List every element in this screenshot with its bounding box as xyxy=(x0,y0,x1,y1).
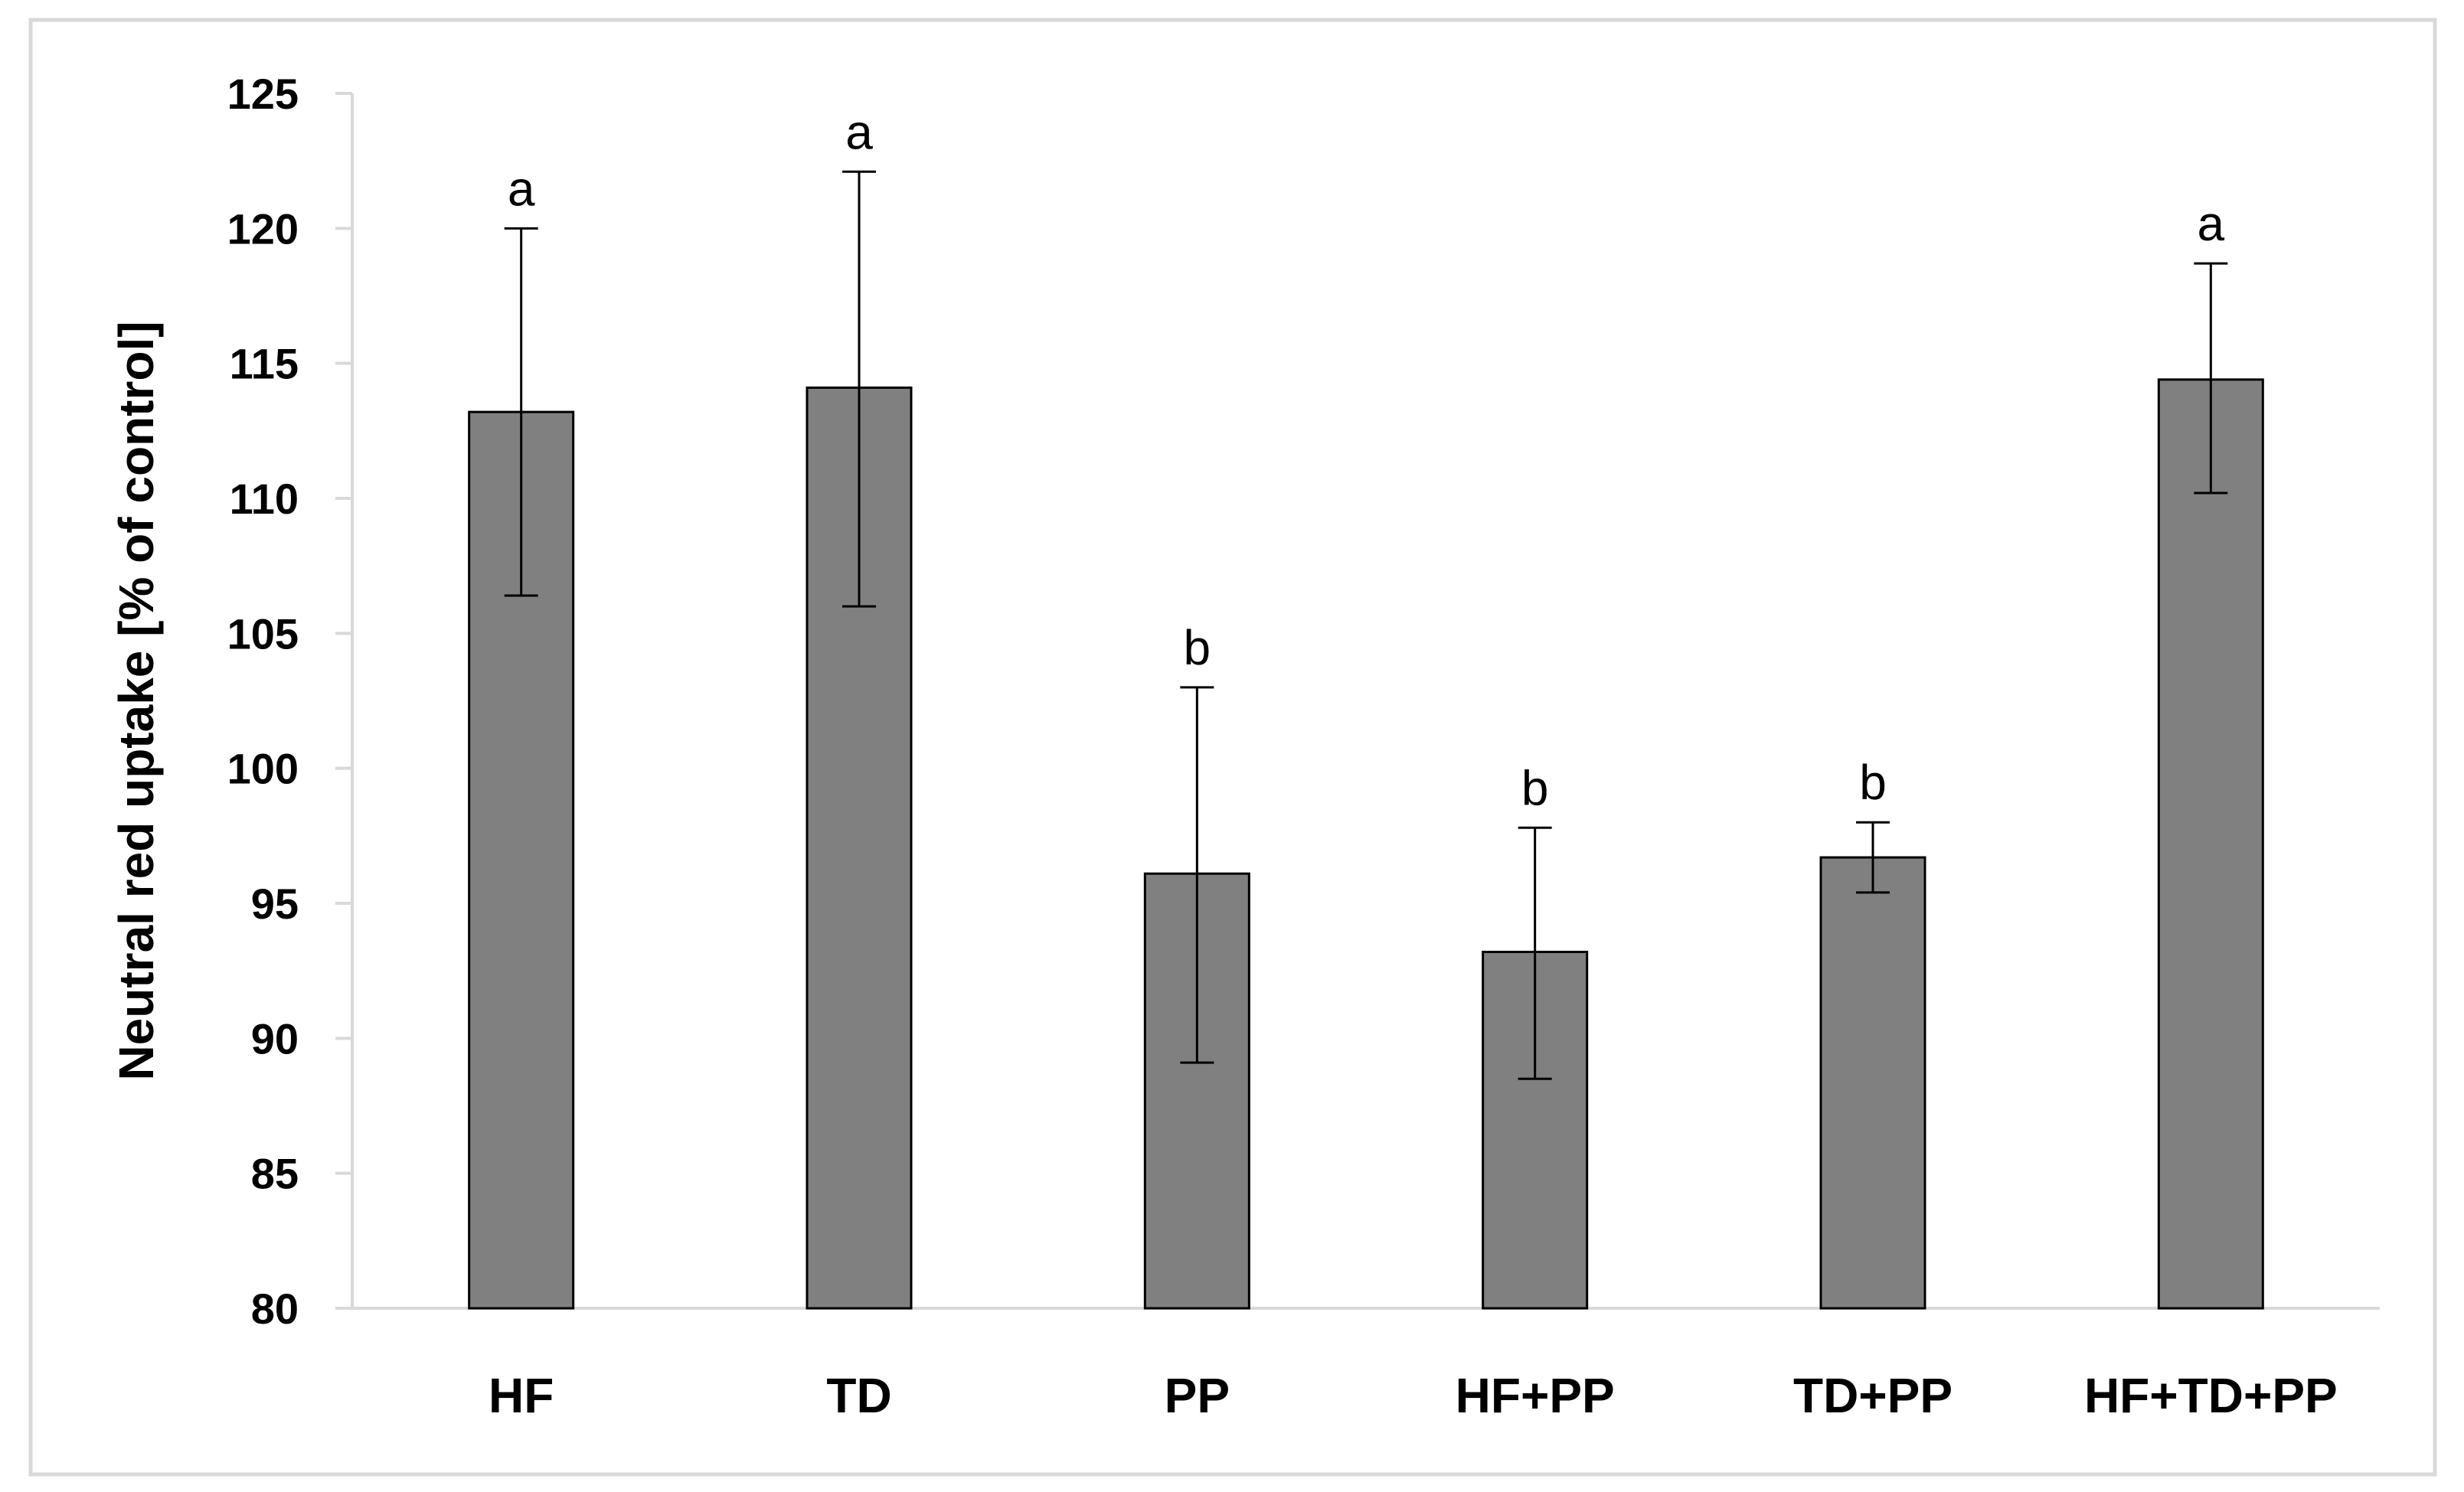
error-bar xyxy=(1856,821,1890,894)
y-tick-label: 85 xyxy=(251,1150,299,1198)
x-category-label: HF xyxy=(489,1368,554,1423)
x-category-label: PP xyxy=(1165,1368,1230,1423)
x-category-label: TD+PP xyxy=(1793,1368,1953,1423)
significance-label: a xyxy=(508,161,535,216)
y-tick-label: 125 xyxy=(227,70,299,118)
error-bar xyxy=(2194,262,2228,495)
x-category-label: TD xyxy=(826,1368,891,1423)
significance-label: b xyxy=(1184,620,1211,675)
y-tick-label: 105 xyxy=(227,609,299,658)
y-axis-title: Neutral red uptake [% of control] xyxy=(109,321,164,1080)
y-tick-label: 115 xyxy=(230,340,299,388)
significance-label: a xyxy=(845,104,873,159)
x-category-label: HF+PP xyxy=(1456,1368,1615,1423)
y-tick-label: 120 xyxy=(227,204,299,253)
bars: a a b b b a xyxy=(468,104,2264,1310)
significance-label: b xyxy=(1859,755,1887,810)
bar xyxy=(1819,856,1926,1310)
bar xyxy=(2157,378,2264,1310)
error-bar xyxy=(504,227,538,597)
significance-label: a xyxy=(2198,196,2225,251)
error-bar xyxy=(842,170,876,608)
significance-label: b xyxy=(1521,760,1549,815)
y-tick-label: 95 xyxy=(251,880,299,928)
x-category-label: HF+TD+PP xyxy=(2084,1368,2338,1423)
y-tick-label: 100 xyxy=(227,745,299,793)
error-bar xyxy=(1518,826,1552,1080)
y-tick-label: 110 xyxy=(230,475,299,523)
bar xyxy=(806,386,913,1310)
y-axis-ticks: 80 85 90 95 100 105 110 115 120 125 xyxy=(227,70,352,1333)
x-axis-labels: HF TD PP HF+PP TD+PP HF+TD+PP xyxy=(489,1368,2338,1423)
error-bar xyxy=(1180,686,1214,1064)
y-tick-label: 90 xyxy=(251,1014,299,1063)
y-tick-label: 80 xyxy=(251,1285,299,1333)
